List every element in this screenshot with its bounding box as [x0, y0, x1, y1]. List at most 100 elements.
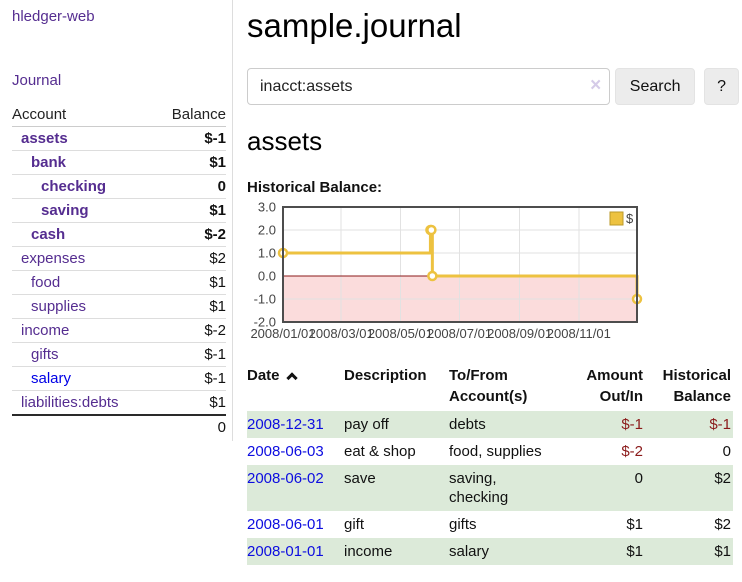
- register-row: 2008-06-02 save saving, checking 0 $2: [247, 465, 733, 511]
- accounts-table: Account Balance assets $-1 bank $1 checking 0…: [12, 103, 226, 439]
- x-tick-label: 2008/05/01: [368, 326, 433, 341]
- account-name-cell: salary: [12, 366, 154, 391]
- accounts-total-value: 0: [153, 414, 226, 439]
- x-tick-label: 2008/09/01: [487, 326, 552, 341]
- account-balance: $-1: [153, 366, 226, 391]
- account-link[interactable]: salary: [31, 370, 72, 387]
- register-amount-cell: $1: [626, 516, 643, 533]
- legend-label: $: [626, 211, 634, 226]
- account-link[interactable]: cash: [31, 226, 66, 243]
- account-link[interactable]: food: [31, 274, 61, 291]
- search-input-wrap: ×: [247, 68, 611, 105]
- account-name-cell: expenses: [12, 246, 154, 271]
- account-balance: $2: [153, 246, 226, 271]
- account-name-cell: income: [12, 318, 154, 343]
- register-balance-cell: $2: [714, 470, 731, 487]
- register-date-link[interactable]: 2008-12-31: [247, 416, 324, 433]
- account-link[interactable]: assets: [21, 130, 68, 147]
- main-content: sample.journal × Search ? assets Histori…: [247, 0, 739, 565]
- account-row: checking 0: [12, 174, 226, 199]
- brand-link[interactable]: hledger-web: [12, 8, 95, 25]
- account-link[interactable]: bank: [31, 154, 67, 171]
- register-date-cell: 2008-12-31: [247, 411, 344, 438]
- register-amount-cell: 0: [634, 470, 643, 487]
- register-date-link[interactable]: 2008-01-01: [247, 543, 324, 560]
- plot-border: [282, 206, 638, 323]
- y-tick-label: 1.0: [258, 246, 276, 261]
- help-button[interactable]: ?: [704, 68, 739, 105]
- register-description-cell: income: [344, 543, 393, 560]
- register-tbody: 2008-12-31 pay off debts $-1 $-1 2008-06-03 ea…: [247, 411, 733, 565]
- account-name-cell: saving: [12, 198, 154, 223]
- register-date-cell: 2008-06-02: [247, 465, 344, 511]
- spacer: [12, 414, 154, 439]
- sidebar: hledger-web Journal Account Balance asse…: [0, 0, 233, 441]
- account-row: income $-2: [12, 318, 226, 343]
- account-balance: $-2: [153, 318, 226, 343]
- register-accounts-cell: food, supplies: [449, 443, 542, 460]
- register-accounts-cell: debts: [449, 416, 486, 433]
- account-row: food $1: [12, 270, 226, 295]
- account-link[interactable]: income: [21, 322, 70, 339]
- data-point-marker: [426, 224, 437, 236]
- y-tick-label: -2.0: [254, 315, 276, 330]
- register-table: Date Description To/From Account(s) Amou…: [247, 361, 733, 565]
- clear-search-icon[interactable]: ×: [590, 75, 602, 96]
- search-input[interactable]: [247, 68, 611, 105]
- data-point-marker: [427, 270, 438, 282]
- register-amount-cell: $1: [626, 543, 643, 560]
- sort-asc-icon: [285, 372, 298, 384]
- account-link[interactable]: expenses: [21, 250, 86, 267]
- register-date-link[interactable]: 2008-06-02: [247, 470, 324, 487]
- account-heading: assets: [247, 126, 323, 156]
- account-balance: $1: [153, 294, 226, 319]
- account-link[interactable]: saving: [41, 202, 89, 219]
- x-tick-label: 2008/03/01: [309, 326, 374, 341]
- register-date-cell: 2008-06-03: [247, 438, 344, 465]
- register-header-row: Date Description To/From Account(s) Amou…: [247, 361, 733, 411]
- x-tick-label: 2008/11/01: [547, 326, 611, 341]
- account-row: gifts $-1: [12, 342, 226, 367]
- account-row: assets $-1: [12, 126, 226, 151]
- accounts-header-row: Account Balance: [12, 103, 226, 127]
- account-row: saving $1: [12, 198, 226, 223]
- register-header-accounts-label: To/From Account(s): [449, 367, 528, 405]
- account-balance: 0: [153, 174, 226, 199]
- y-tick-label: 0.0: [258, 269, 276, 284]
- account-name-cell: supplies: [12, 294, 154, 319]
- register-description-cell: eat & shop: [344, 443, 416, 460]
- register-header-date[interactable]: Date: [247, 361, 344, 411]
- register-balance-cell: $2: [714, 516, 731, 533]
- account-link[interactable]: gifts: [31, 346, 59, 363]
- register-date-cell: 2008-06-01: [247, 511, 344, 538]
- register-header-accounts: To/From Account(s): [449, 361, 561, 411]
- register-date-cell: 2008-01-01: [247, 538, 344, 565]
- register-date-link[interactable]: 2008-06-01: [247, 516, 324, 533]
- account-link[interactable]: liabilities:debts: [21, 394, 119, 411]
- register-accounts-cell: gifts: [449, 516, 477, 533]
- account-balance: $1: [153, 150, 226, 175]
- account-name-cell: food: [12, 270, 154, 295]
- accounts-tbody: assets $-1 bank $1 checking 0 saving $1 cash $-2 e…: [12, 126, 226, 416]
- account-balance: $1: [153, 270, 226, 295]
- account-name-cell: checking: [12, 174, 154, 199]
- account-link[interactable]: supplies: [31, 298, 87, 315]
- register-row: 2008-06-03 eat & shop food, supplies $-2 0: [247, 438, 733, 465]
- register-description-cell: save: [344, 470, 376, 487]
- x-tick-label: 2008/01/01: [250, 326, 315, 341]
- y-tick-label: 2.0: [258, 223, 276, 238]
- account-balance: $-2: [153, 222, 226, 247]
- register-amount-cell: $-1: [621, 416, 643, 433]
- search-button[interactable]: Search: [615, 68, 696, 105]
- register-header-balance-label: Historical Balance: [662, 367, 731, 405]
- account-row: expenses $2: [12, 246, 226, 271]
- accounts-header-account: Account: [12, 103, 154, 127]
- register-header-amount: Amount Out/In: [561, 361, 645, 411]
- search-form: × Search ?: [247, 68, 739, 105]
- register-row: 2008-06-01 gift gifts $1 $2: [247, 511, 733, 538]
- register-balance-cell: $1: [714, 543, 731, 560]
- account-name-cell: cash: [12, 222, 154, 247]
- register-date-link[interactable]: 2008-06-03: [247, 443, 324, 460]
- sidebar-item-journal[interactable]: Journal: [12, 72, 62, 89]
- account-link[interactable]: checking: [41, 178, 107, 195]
